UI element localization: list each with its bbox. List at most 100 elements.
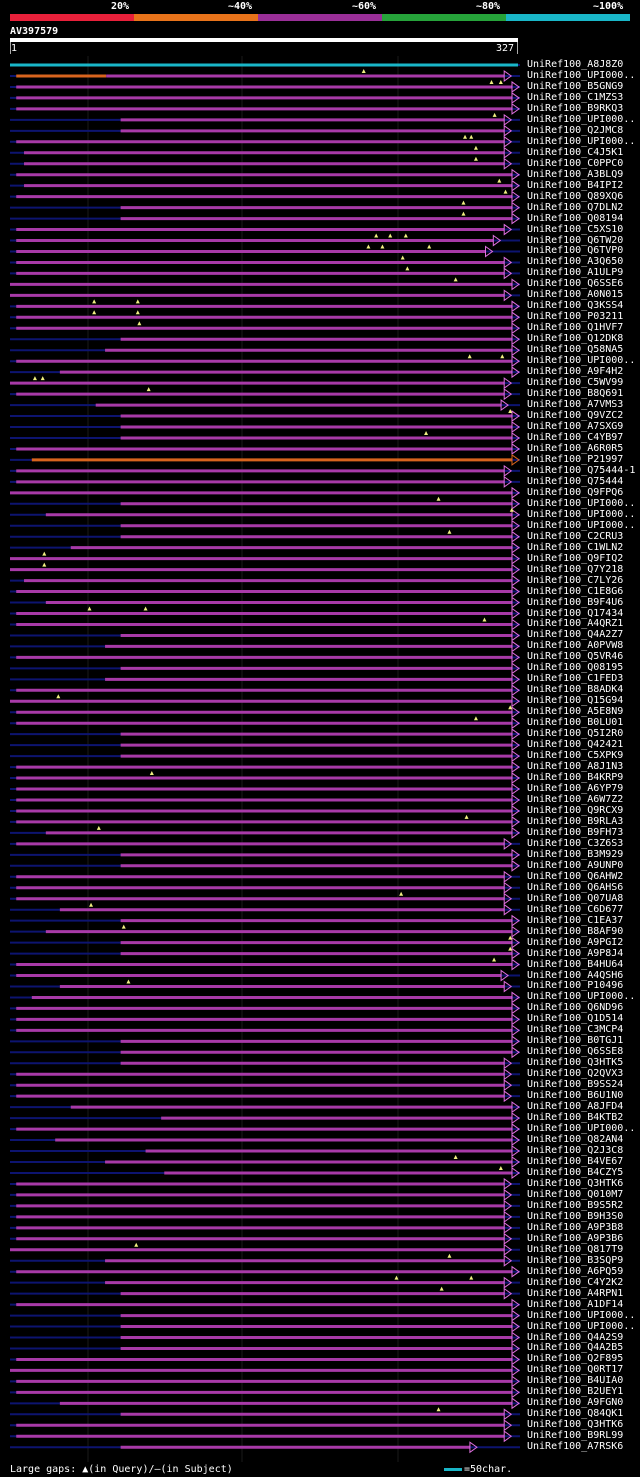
hit-label[interactable]: UniRef100_B4IPI2 [527, 179, 624, 191]
hit-label[interactable]: UniRef100_Q12DK8 [527, 333, 624, 345]
hit-label[interactable]: UniRef100_B4CZY5 [527, 1166, 624, 1178]
hit-label[interactable]: UniRef100_A3Q650 [527, 256, 624, 268]
hit-label[interactable]: UniRef100_C4J5K1 [527, 146, 624, 158]
hit-label[interactable]: UniRef100_Q817T9 [527, 1243, 624, 1255]
hit-label[interactable]: UniRef100_Q2F895 [527, 1353, 624, 1365]
hit-label[interactable]: UniRef100_A5E8N9 [527, 706, 624, 718]
hit-label[interactable]: UniRef100_Q3HTK6 [527, 1419, 624, 1431]
hit-label[interactable]: UniRef100_C7LY26 [527, 574, 624, 586]
hit-label[interactable]: UniRef100_B4HU64 [527, 958, 624, 970]
hit-label[interactable]: UniRef100_A8JFD4 [527, 1101, 624, 1113]
hit-label[interactable]: UniRef100_Q5I2R0 [527, 728, 624, 740]
hit-label[interactable]: UniRef100_Q07UA8 [527, 892, 624, 904]
hit-label[interactable]: UniRef100_Q6SSE8 [527, 1046, 624, 1058]
hit-label[interactable]: UniRef100_Q1HVF7 [527, 322, 624, 334]
hit-label[interactable]: UniRef100_UPI000.. [527, 113, 636, 125]
hit-label[interactable]: UniRef100_Q75444-1 [527, 464, 636, 476]
hit-label[interactable]: UniRef100_A4QSH6 [527, 969, 624, 981]
hit-label[interactable]: UniRef100_B9H3S0 [527, 1210, 624, 1222]
hit-label[interactable]: UniRef100_A8J1N3 [527, 761, 624, 773]
hit-label[interactable]: UniRef100_C4YB97 [527, 431, 624, 443]
hit-label[interactable]: UniRef100_Q9VZC2 [527, 410, 624, 422]
hit-label[interactable]: UniRef100_Q4A2S9 [527, 1331, 624, 1343]
hit-label[interactable]: UniRef100_Q6TVP0 [527, 245, 624, 257]
hit-label[interactable]: UniRef100_B9FH73 [527, 826, 624, 838]
hit-label[interactable]: UniRef100_C1WLN2 [527, 541, 624, 553]
hit-label[interactable]: UniRef100_UPI000.. [527, 497, 636, 509]
hit-label[interactable]: UniRef100_B4KRP9 [527, 772, 624, 784]
hit-label[interactable]: UniRef100_A4QRZ1 [527, 618, 624, 630]
hit-label[interactable]: UniRef100_A7SXG9 [527, 421, 624, 432]
hit-label[interactable]: UniRef100_Q3KSS4 [527, 300, 624, 312]
hit-label[interactable]: UniRef100_B0LU01 [527, 717, 624, 729]
hit-label[interactable]: UniRef100_C5WV99 [527, 377, 624, 389]
hit-label[interactable]: UniRef100_B6U1N0 [527, 1090, 624, 1102]
hit-label[interactable]: UniRef100_C3MCP4 [527, 1024, 624, 1036]
hit-label[interactable]: UniRef100_C1E8G6 [527, 585, 624, 597]
hit-label[interactable]: UniRef100_B3SQP9 [527, 1254, 624, 1266]
hit-label[interactable]: UniRef100_B4VE67 [527, 1156, 624, 1167]
hit-label[interactable]: UniRef100_Q6AHW2 [527, 870, 624, 882]
hit-label[interactable]: UniRef100_C0PPC0 [527, 157, 624, 169]
hit-label[interactable]: UniRef100_C1MZS3 [527, 91, 624, 103]
hit-label[interactable]: UniRef100_Q1D514 [527, 1013, 624, 1025]
hit-label[interactable]: UniRef100_Q010M7 [527, 1188, 624, 1200]
hit-label[interactable]: UniRef100_UPI000.. [527, 508, 636, 520]
hit-label[interactable]: UniRef100_A6PQ59 [527, 1265, 624, 1277]
hit-label[interactable]: UniRef100_A9F4H2 [527, 366, 624, 378]
hit-label[interactable]: UniRef100_UPI000.. [527, 519, 636, 531]
hit-label[interactable]: UniRef100_Q4A2B5 [527, 1342, 624, 1354]
hit-label[interactable]: UniRef100_B5GNG9 [527, 80, 624, 92]
hit-label[interactable]: UniRef100_B4UIA0 [527, 1375, 624, 1387]
hit-label[interactable]: UniRef100_Q9RCX9 [527, 804, 624, 816]
hit-label[interactable]: UniRef100_UPI000.. [527, 69, 636, 81]
hit-label[interactable]: UniRef100_UPI000.. [527, 355, 636, 367]
hit-label[interactable]: UniRef100_C1EA37 [527, 914, 624, 926]
hit-label[interactable]: UniRef100_Q15G94 [527, 695, 624, 707]
hit-label[interactable]: UniRef100_Q42421 [527, 739, 624, 751]
hit-label[interactable]: UniRef100_Q0RT17 [527, 1364, 624, 1376]
hit-label[interactable]: UniRef100_Q9FIQ2 [527, 552, 624, 564]
hit-label[interactable]: UniRef100_A4RPN1 [527, 1287, 624, 1299]
hit-label[interactable]: UniRef100_Q3HTK5 [527, 1057, 624, 1069]
hit-label[interactable]: UniRef100_Q82AN4 [527, 1134, 624, 1146]
hit-label[interactable]: UniRef100_A9UNP0 [527, 859, 624, 871]
hit-label[interactable]: UniRef100_Q6ND96 [527, 1002, 624, 1014]
hit-label[interactable]: UniRef100_B3M929 [527, 848, 624, 860]
hit-label[interactable]: UniRef100_Q5VR46 [527, 651, 624, 663]
hit-label[interactable]: UniRef100_Q6AHS6 [527, 881, 624, 893]
hit-label[interactable]: UniRef100_Q2QVX3 [527, 1068, 624, 1080]
hit-label[interactable]: UniRef100_C2CRU3 [527, 530, 624, 542]
hit-label[interactable]: UniRef100_Q6TW20 [527, 234, 624, 246]
hit-label[interactable]: UniRef100_B9RKQ3 [527, 102, 624, 114]
hit-label[interactable]: UniRef100_A6W7Z2 [527, 793, 624, 805]
hit-label[interactable]: UniRef100_B8AF90 [527, 925, 624, 937]
hit-label[interactable]: UniRef100_Q6SSE6 [527, 278, 624, 290]
hit-label[interactable]: UniRef100_A9FGN0 [527, 1397, 624, 1409]
hit-label[interactable]: UniRef100_A1ULP9 [527, 267, 624, 279]
hit-label[interactable]: UniRef100_A6YP79 [527, 783, 624, 795]
hit-label[interactable]: UniRef100_A1DF14 [527, 1298, 624, 1310]
hit-label[interactable]: UniRef100_UPI000.. [527, 135, 636, 147]
hit-label[interactable]: UniRef100_Q89XQ6 [527, 190, 624, 202]
hit-label[interactable]: UniRef100_B2UEY1 [527, 1386, 624, 1398]
hit-label[interactable]: UniRef100_Q4A2Z7 [527, 629, 624, 641]
hit-label[interactable]: UniRef100_A8J8Z0 [527, 59, 624, 70]
hit-label[interactable]: UniRef100_Q84QK1 [527, 1408, 624, 1420]
hit-label[interactable]: UniRef100_UPI000.. [527, 1123, 636, 1135]
hit-label[interactable]: UniRef100_C5XS10 [527, 223, 624, 235]
hit-label[interactable]: UniRef100_A0N015 [527, 289, 624, 301]
hit-label[interactable]: UniRef100_A9P3B6 [527, 1232, 624, 1244]
hit-label[interactable]: UniRef100_A7RSK6 [527, 1441, 624, 1453]
hit-label[interactable]: UniRef100_UPI000.. [527, 1320, 636, 1332]
hit-label[interactable]: UniRef100_A7VMS3 [527, 399, 624, 411]
hit-label[interactable]: UniRef100_B9S5R2 [527, 1199, 624, 1211]
hit-label[interactable]: UniRef100_P03211 [527, 311, 624, 323]
hit-label[interactable]: UniRef100_Q7DLN2 [527, 201, 624, 213]
hit-label[interactable]: UniRef100_B9RLA3 [527, 815, 624, 827]
hit-label[interactable]: UniRef100_C1FED3 [527, 673, 624, 685]
hit-label[interactable]: UniRef100_Q7Y218 [527, 563, 624, 575]
hit-label[interactable]: UniRef100_B0TGJ1 [527, 1035, 624, 1047]
hit-label[interactable]: UniRef100_B9SS24 [527, 1079, 624, 1091]
hit-label[interactable]: UniRef100_Q2J3C8 [527, 1145, 624, 1157]
